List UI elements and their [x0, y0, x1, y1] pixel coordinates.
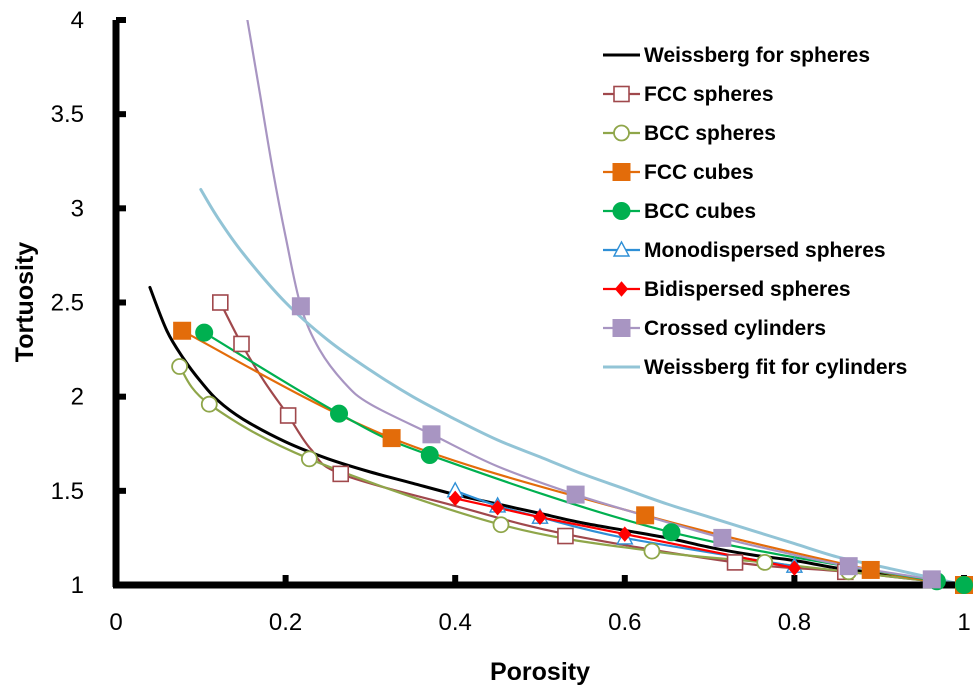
data-point-bidispersed-spheres [533, 509, 547, 525]
data-point-fcc-spheres [557, 527, 574, 545]
y-tick-label: 2.5 [51, 290, 84, 317]
series-line-weissberg-for-spheres [148, 285, 966, 585]
data-point-bcc-spheres [200, 395, 218, 413]
legend-swatch-marker [612, 202, 631, 220]
y-tick-label: 1.5 [51, 478, 84, 505]
legend-swatch-marker [613, 124, 630, 142]
axes [112, 17, 967, 589]
data-point-crossed-cylinders [291, 297, 310, 316]
data-point-crossed-cylinders [922, 570, 941, 589]
x-tick-label: 0.2 [269, 609, 302, 636]
x-tick-label: 1 [957, 609, 970, 636]
legend-label: Weissberg for spheres [644, 44, 870, 67]
data-point-bcc-cubes [955, 576, 973, 594]
legend-swatch-marker [612, 319, 631, 337]
y-tick-label: 3.5 [51, 101, 84, 128]
series-line-bcc-spheres [178, 365, 966, 585]
x-tick-label: 0.4 [439, 609, 472, 636]
series-markers [171, 294, 973, 594]
legend-entry-bcc-spheres: BCC spheres [603, 122, 776, 145]
data-point-fcc-cubes [173, 321, 192, 340]
legend-entry-weissberg-for-spheres: Weissberg for spheres [603, 44, 870, 67]
data-point-bcc-cubes [662, 523, 681, 542]
data-point-fcc-cubes [382, 429, 401, 448]
x-axis-title: Porosity [490, 658, 590, 686]
legend-entry-weissberg-fit-for-cylinders: Weissberg fit for cylinders [603, 356, 907, 379]
data-point-bcc-cubes [195, 323, 214, 342]
legend-swatch-marker [612, 240, 631, 257]
data-point-bcc-spheres [300, 450, 318, 468]
data-point-crossed-cylinders [566, 485, 585, 504]
data-point-crossed-cylinders [422, 425, 441, 444]
data-point-fcc-spheres [279, 407, 297, 424]
y-tick-label: 3 [71, 195, 84, 222]
legend-swatch-marker [613, 85, 630, 103]
data-point-bidispersed-spheres [618, 526, 632, 542]
y-tick-label: 2 [71, 384, 84, 411]
series-curves [148, 20, 968, 585]
legend-entry-monodispersed-spheres: Monodispersed spheres [603, 239, 886, 262]
data-point-bidispersed-spheres [490, 500, 505, 516]
legend-label: Crossed cylinders [644, 317, 826, 340]
data-point-crossed-cylinders [839, 557, 858, 576]
data-point-fcc-spheres [726, 554, 744, 571]
data-point-bcc-spheres [492, 516, 510, 534]
data-point-bcc-cubes [420, 446, 439, 465]
series-line-crossed-cylinders [246, 20, 966, 585]
legend-label: Weissberg fit for cylinders [644, 356, 907, 379]
data-point-bcc-spheres [643, 542, 661, 560]
x-tick-label: 0.6 [608, 609, 641, 636]
legend-label: FCC cubes [644, 161, 754, 184]
legend-label: BCC cubes [644, 200, 756, 223]
data-point-fcc-cubes [636, 506, 655, 525]
data-point-bidispersed-spheres [448, 490, 462, 507]
legend-label: Monodispersed spheres [644, 239, 886, 262]
legend-swatch-marker [614, 281, 629, 297]
legend-entry-fcc-spheres: FCC spheres [603, 83, 774, 106]
legend-entry-fcc-cubes: FCC cubes [603, 161, 754, 184]
series-line-weissberg-fit-for-cylinders [199, 188, 966, 585]
data-point-bcc-cubes [330, 404, 349, 423]
legend-label: BCC spheres [644, 122, 776, 145]
x-tick-label: 0.8 [778, 609, 811, 636]
y-tick-label: 4 [71, 7, 84, 34]
data-point-fcc-cubes [861, 560, 880, 579]
tick-labels: 1 1.5 2 2.5 3 3.5 4 0 0.2 0.4 0.6 0.8 1 [51, 7, 971, 636]
legend-swatch-marker [612, 163, 631, 181]
data-point-fcc-spheres [332, 465, 350, 483]
legend-entry-bidispersed-spheres: Bidispersed spheres [603, 278, 851, 301]
data-point-fcc-spheres [212, 294, 229, 311]
data-point-crossed-cylinders [713, 528, 732, 547]
legend-label: Bidispersed spheres [644, 278, 851, 301]
data-point-fcc-spheres [233, 335, 250, 353]
legend-entry-crossed-cylinders: Crossed cylinders [603, 317, 826, 340]
data-point-bcc-spheres [171, 358, 189, 375]
y-tick-label: 1 [71, 572, 84, 599]
legend: Weissberg for spheres FCC spheres BCC sphe… [603, 44, 907, 379]
legend-entry-bcc-cubes: BCC cubes [603, 200, 756, 223]
x-tick-label: 0 [109, 609, 122, 636]
y-axis-title: Tortuosity [11, 242, 39, 362]
legend-label: FCC spheres [644, 83, 774, 106]
series-line-monodispersed-spheres [454, 489, 796, 568]
data-point-bidispersed-spheres [787, 560, 802, 576]
data-point-bcc-spheres [756, 554, 774, 571]
